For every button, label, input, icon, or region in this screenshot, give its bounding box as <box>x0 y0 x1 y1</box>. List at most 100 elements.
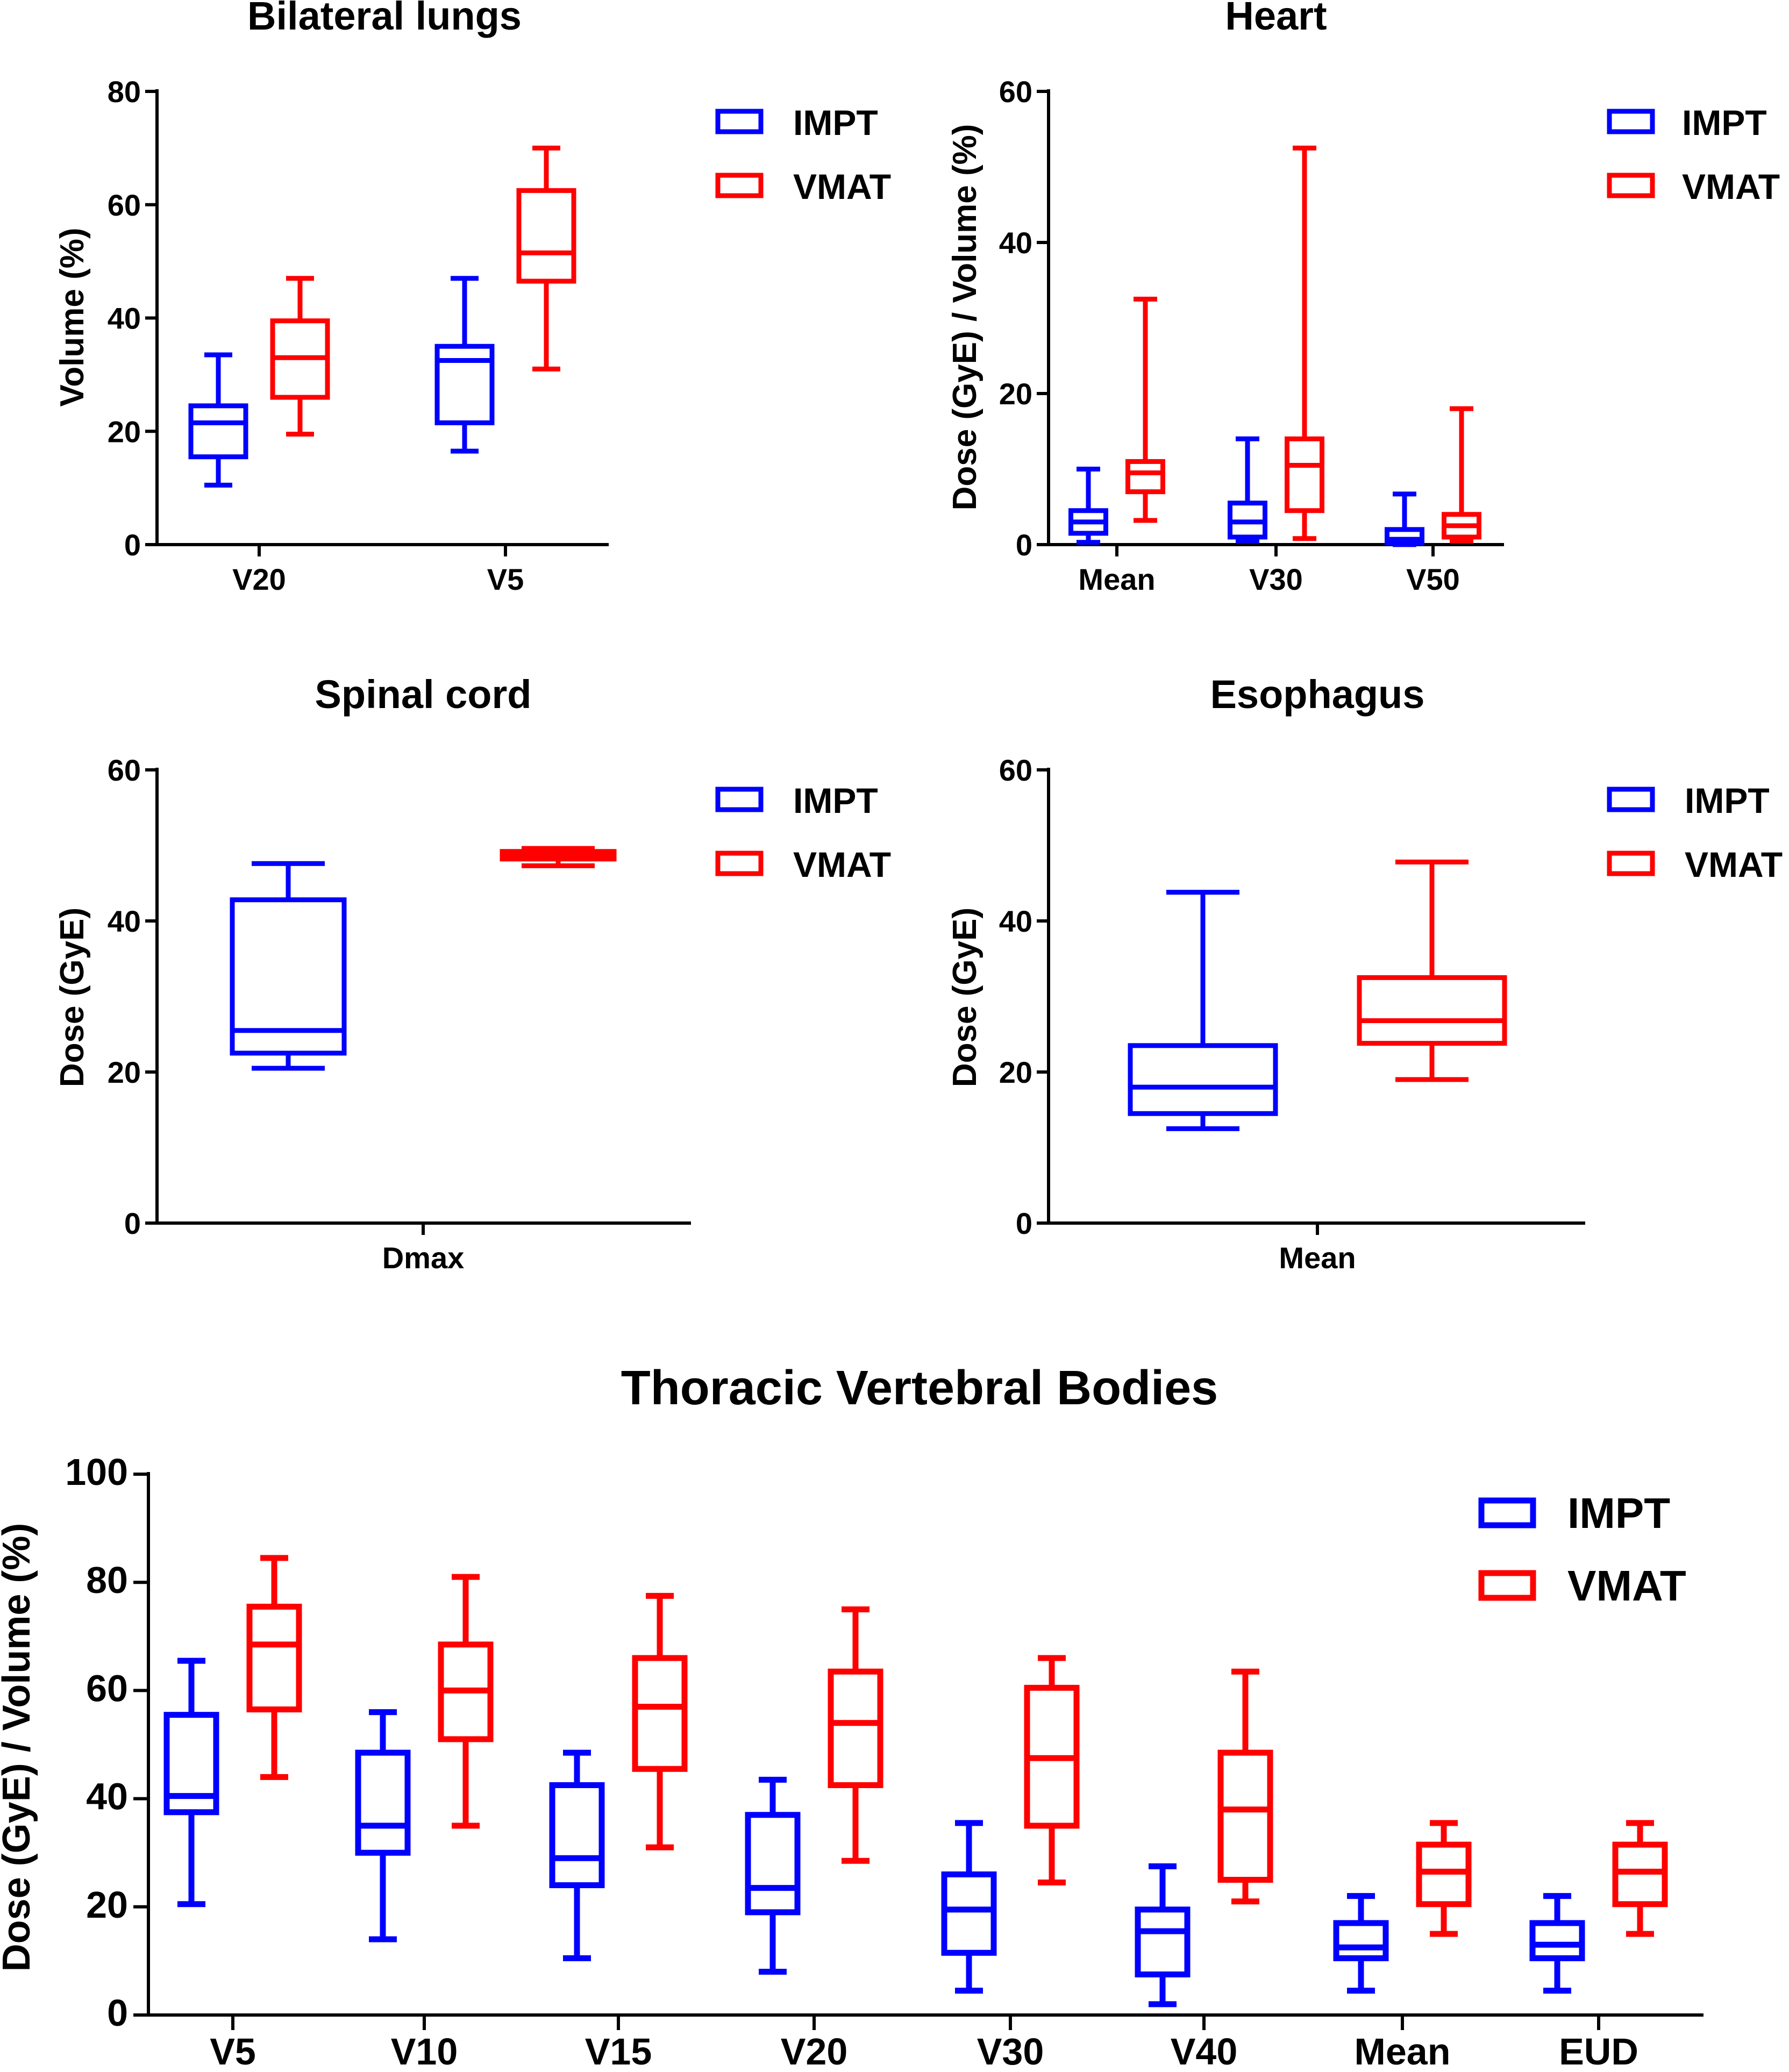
legend-label-impt: IMPT <box>1685 781 1770 820</box>
box-impt-v20 <box>188 352 248 488</box>
y-tick-label: 20 <box>999 377 1032 411</box>
legend-swatch-impt <box>1478 1497 1536 1528</box>
box-impt-v40 <box>1135 1863 1191 2007</box>
box-vmat-mean <box>1357 859 1507 1082</box>
legend-label-vmat: VMAT <box>1685 845 1783 884</box>
box-impt-v5 <box>434 276 495 454</box>
x-tick-label: Mean <box>1355 2031 1451 2069</box>
y-tick-label: 60 <box>999 753 1032 787</box>
x-tick-label: V20 <box>781 2031 848 2069</box>
box-iqr <box>188 403 248 460</box>
y-tick-label: 20 <box>108 415 141 448</box>
box-impt-v20 <box>745 1776 801 1975</box>
legend: IMPT VMAT <box>1607 103 1780 206</box>
legend-label-impt: IMPT <box>793 781 878 820</box>
box-vmat-v30 <box>1285 145 1324 541</box>
y-tick-label: 60 <box>999 75 1032 109</box>
y-tick-label: 60 <box>108 753 141 787</box>
y-tick-label: 60 <box>108 188 141 222</box>
legend-swatch-vmat <box>715 851 764 876</box>
legend: IMPT VMAT <box>715 781 891 884</box>
y-tick-label: 40 <box>108 302 141 335</box>
legend-swatch-vmat <box>1607 173 1655 198</box>
legend-swatch-impt <box>1607 787 1655 812</box>
legend-label-vmat: VMAT <box>1682 167 1780 206</box>
y-tick-label: 20 <box>999 1055 1032 1089</box>
box-vmat-v20 <box>828 1606 883 1864</box>
box-iqr <box>355 1749 411 1856</box>
x-tick-label: V5 <box>210 2031 256 2069</box>
x-tick-label: Dmax <box>382 1241 465 1275</box>
box-iqr <box>230 897 347 1056</box>
y-tick-label: 0 <box>124 528 141 562</box>
panel-bilateral-lungs: Bilateral lungs Volume (%) 0 20 40 60 80 V20 V… <box>54 0 891 596</box>
legend-label-impt: IMPT <box>1567 1489 1670 1537</box>
box-impt-v30 <box>941 1820 997 1994</box>
y-tick-label: 80 <box>86 1559 128 1601</box>
box-iqr <box>1128 1043 1278 1116</box>
box-vmat-dmax <box>500 846 617 868</box>
box-impt-dmax <box>230 861 347 1071</box>
y-axis-label: Dose (GyE) / Volume (%) <box>0 1523 38 1972</box>
box-iqr <box>632 1655 688 1772</box>
x-tick-label: V30 <box>977 2031 1044 2069</box>
box-vmat-v5 <box>246 1555 302 1780</box>
plot-area: 0 20 40 60 Dmax <box>108 753 691 1275</box>
box-iqr <box>1217 1749 1273 1883</box>
box-iqr <box>163 1712 219 1816</box>
box-vmat-eud <box>1612 1820 1668 1937</box>
box-impt-v5 <box>163 1657 219 1907</box>
box-vmat-mean <box>1416 1820 1472 1937</box>
legend-label-impt: IMPT <box>793 103 878 142</box>
y-tick-label: 80 <box>108 75 141 109</box>
box-vmat-v20 <box>270 276 330 437</box>
legend-label-vmat: VMAT <box>793 167 891 206</box>
x-tick-label: V40 <box>1171 2031 1238 2069</box>
plot-area: 0 20 40 60 80 V20 V5 <box>108 75 609 596</box>
y-tick-label: 40 <box>999 904 1032 938</box>
x-tick-label: EUD <box>1559 2031 1638 2069</box>
legend-label-vmat: VMAT <box>793 845 891 884</box>
y-tick-label: 0 <box>107 1992 128 2034</box>
legend-swatch-impt <box>715 787 764 812</box>
panel-esophagus: Esophagus Dose (GyE) 0 20 40 60 Mean IMPT VM… <box>946 672 1783 1275</box>
box-impt-v10 <box>355 1709 411 1942</box>
y-tick-label: 40 <box>86 1776 128 1818</box>
y-axis-label: Volume (%) <box>54 228 91 407</box>
legend: IMPT VMAT <box>715 103 891 206</box>
panel-title: Bilateral lungs <box>247 0 522 38</box>
box-iqr <box>549 1782 605 1889</box>
box-iqr <box>1285 436 1324 513</box>
y-axis-label: Dose (GyE) / Volume (%) <box>946 124 983 511</box>
box-impt-mean <box>1128 890 1278 1131</box>
box-iqr <box>1385 527 1424 546</box>
panel-spinal-cord: Spinal cord Dose (GyE) 0 20 40 60 Dmax IMPT … <box>54 672 891 1275</box>
box-impt-eud <box>1529 1893 1585 1994</box>
legend-label-vmat: VMAT <box>1567 1562 1686 1610</box>
legend-swatch-vmat <box>1478 1570 1536 1601</box>
x-tick-label: V20 <box>232 562 286 596</box>
box-impt-v30 <box>1228 436 1267 544</box>
legend-swatch-impt <box>715 109 764 134</box>
legend: IMPT VMAT <box>1478 1489 1686 1610</box>
y-tick-label: 40 <box>108 904 141 938</box>
y-tick-label: 20 <box>86 1884 128 1926</box>
x-tick-label: Mean <box>1078 562 1155 596</box>
x-tick-label: V10 <box>391 2031 458 2069</box>
legend-label-impt: IMPT <box>1682 103 1767 142</box>
x-tick-label: V15 <box>585 2031 652 2069</box>
box-vmat-v30 <box>1024 1655 1080 1886</box>
y-tick-label: 100 <box>65 1451 128 1493</box>
box-impt-mean <box>1068 467 1108 545</box>
box-iqr <box>941 1871 997 1956</box>
plot-area: 0 20 40 60 Mean V30 V50 <box>999 75 1504 596</box>
box-iqr <box>1125 459 1165 495</box>
legend-swatch-impt <box>1607 109 1655 134</box>
plot-area: 0 20 40 60 Mean <box>999 753 1585 1275</box>
box-iqr <box>246 1603 302 1713</box>
panel-thoracic-vertebral-bodies: Thoracic Vertebral Bodies Dose (GyE) / V… <box>0 1361 1704 2072</box>
legend-swatch-vmat <box>715 173 764 198</box>
x-tick-label: Mean <box>1279 1241 1356 1275</box>
panel-heart: Heart Dose (GyE) / Volume (%) 0 20 40 60 Mea… <box>946 0 1780 596</box>
